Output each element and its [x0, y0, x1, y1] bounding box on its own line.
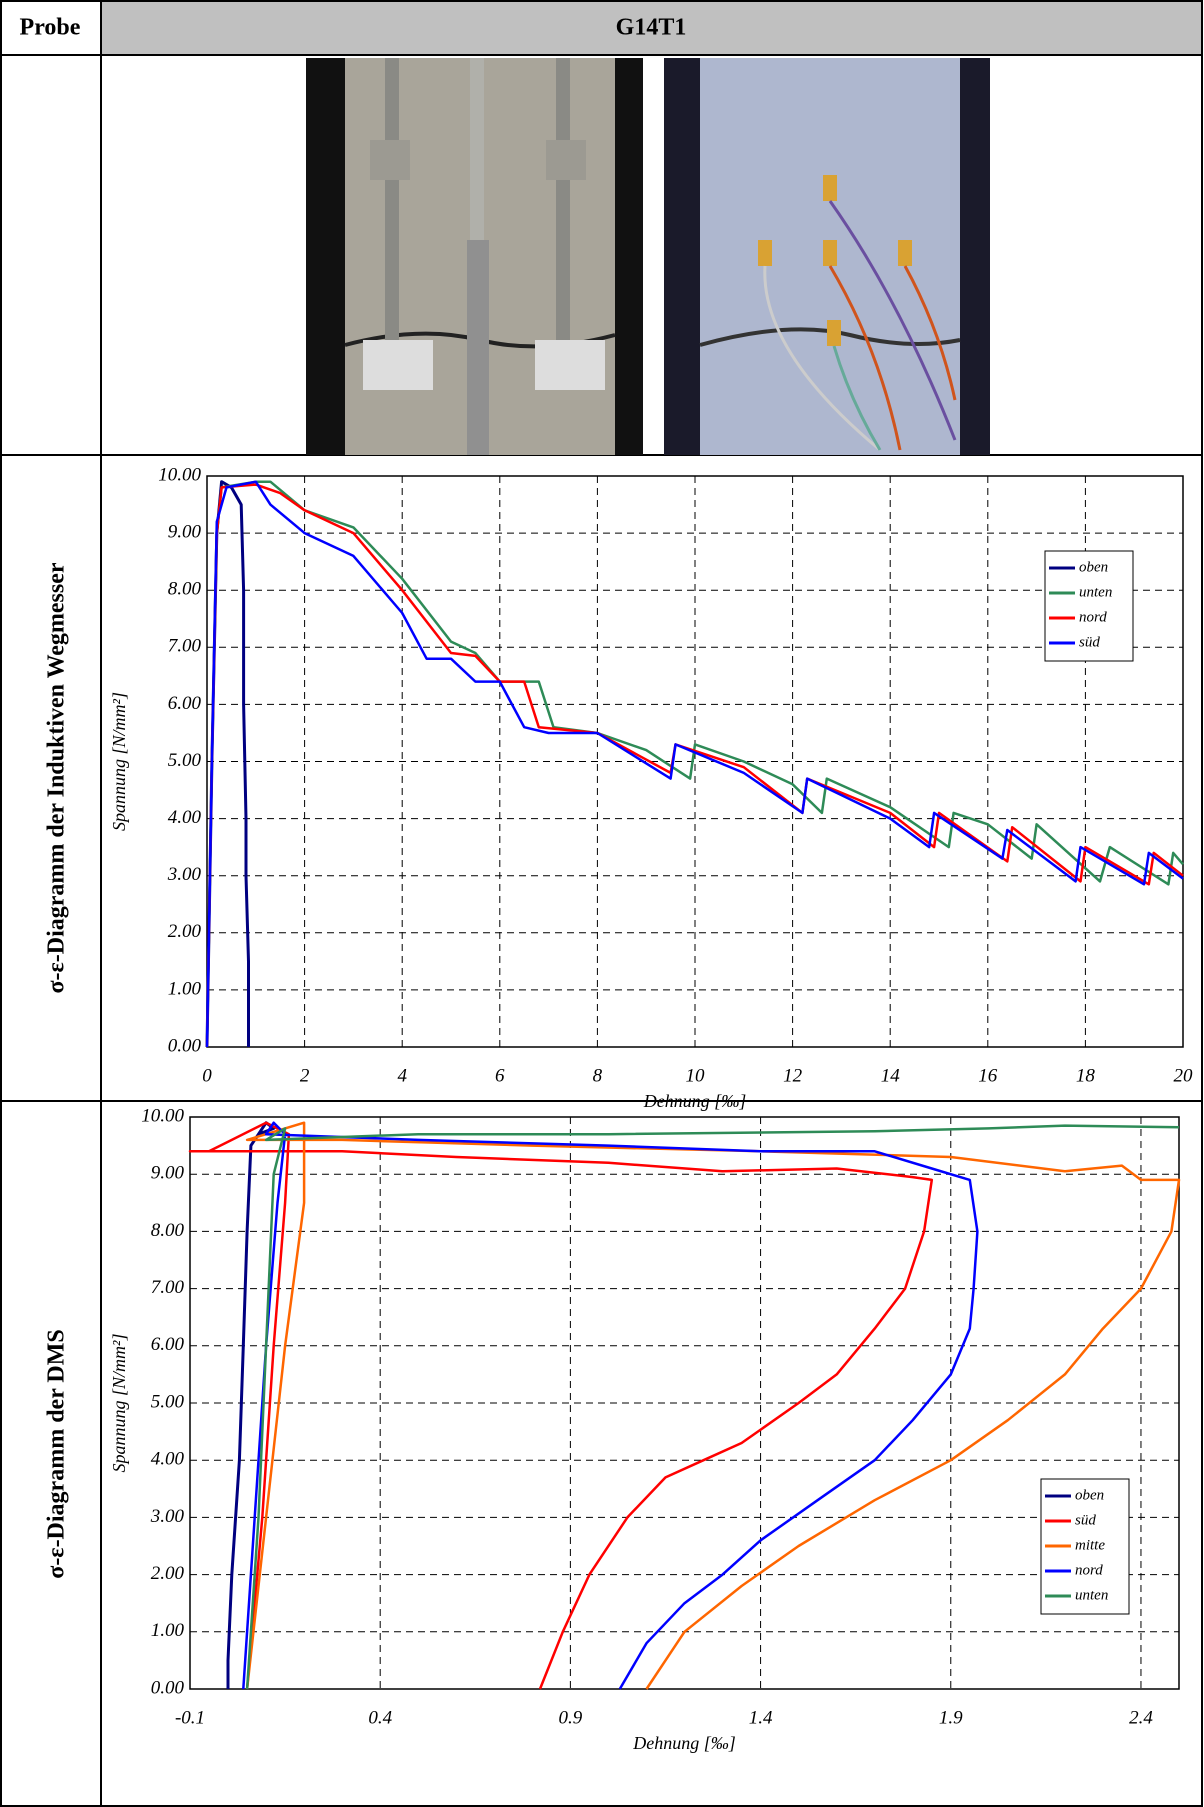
- legend-label: unten: [1075, 1587, 1108, 1603]
- x-tick-label: 2.4: [1129, 1707, 1153, 1728]
- legend-label: süd: [1075, 1512, 1096, 1528]
- x-tick-label: 2: [300, 1065, 310, 1086]
- x-tick-label: 18: [1076, 1065, 1096, 1086]
- legend-label: nord: [1075, 1562, 1103, 1578]
- y-axis-label: Spannung [N/mm²]: [109, 1334, 129, 1473]
- y-tick-label: 10.00: [141, 1105, 184, 1126]
- legend-label: unten: [1079, 584, 1112, 600]
- photo-right: [664, 58, 990, 455]
- x-tick-label: 0.4: [368, 1707, 392, 1728]
- x-tick-label: 6: [495, 1065, 505, 1086]
- y-tick-label: 6.00: [168, 693, 202, 714]
- x-tick-label: 0.9: [559, 1707, 583, 1728]
- plot-frame: [206, 475, 1184, 1048]
- y-tick-label: 1.00: [168, 978, 202, 999]
- y-tick-label: 5.00: [151, 1391, 185, 1412]
- legend-label: oben: [1079, 559, 1108, 575]
- x-axis-label: Dehnung [‰]: [643, 1091, 747, 1111]
- photo-left: [306, 58, 643, 455]
- x-tick-label: 8: [593, 1065, 603, 1086]
- y-tick-label: 10.00: [158, 464, 201, 485]
- y-axis-label: Spannung [N/mm²]: [109, 692, 129, 831]
- x-tick-label: 4: [397, 1065, 407, 1086]
- x-tick-label: 20: [1174, 1065, 1194, 1086]
- data-line: [245, 1121, 1181, 1690]
- legend-label: mitte: [1075, 1537, 1105, 1553]
- y-tick-label: 8.00: [151, 1220, 185, 1241]
- data-line: [205, 480, 1184, 1048]
- y-tick-label: 3.00: [150, 1506, 185, 1527]
- legend-label: süd: [1079, 634, 1100, 650]
- y-tick-label: 7.00: [168, 636, 202, 657]
- plot-frame: [189, 1116, 1180, 1690]
- x-axis-label: Dehnung [‰]: [632, 1733, 736, 1753]
- data-line: [205, 483, 1184, 1048]
- data-line: [205, 480, 250, 1048]
- data-line: [242, 1121, 979, 1690]
- x-tick-label: 10: [686, 1065, 706, 1086]
- header-label: Probe: [20, 15, 81, 41]
- y-tick-label: 5.00: [168, 750, 202, 771]
- header-sample: G14T1: [616, 15, 687, 41]
- x-tick-label: 1.9: [939, 1707, 963, 1728]
- legend-label: oben: [1075, 1487, 1104, 1503]
- y-tick-label: 4.00: [168, 807, 202, 828]
- x-tick-label: 16: [978, 1065, 998, 1086]
- y-tick-label: 1.00: [151, 1620, 185, 1641]
- header-cell: [101, 1, 1202, 55]
- row-label: σ-ε-Diagramm der DMS: [44, 1329, 70, 1578]
- data-line: [226, 1121, 276, 1689]
- data-line: [188, 1121, 934, 1690]
- y-tick-label: 7.00: [151, 1277, 185, 1298]
- y-tick-label: 3.00: [167, 864, 202, 885]
- y-tick-label: 4.00: [151, 1449, 185, 1470]
- data-line: [245, 1124, 1180, 1690]
- x-tick-label: 12: [783, 1065, 803, 1086]
- y-tick-label: 0.00: [151, 1677, 185, 1698]
- y-tick-label: 9.00: [151, 1163, 185, 1184]
- y-tick-label: 2.00: [151, 1563, 185, 1584]
- data-line: [205, 480, 1184, 1048]
- row-label: σ-ε-Diagramm der Induktiven Wegmesser: [44, 562, 70, 993]
- x-tick-label: 14: [881, 1065, 901, 1086]
- legend-label: nord: [1079, 609, 1107, 625]
- y-tick-label: 0.00: [168, 1035, 202, 1056]
- y-tick-label: 6.00: [151, 1334, 185, 1355]
- x-tick-label: -0.1: [175, 1707, 205, 1728]
- x-tick-label: 0: [202, 1065, 212, 1086]
- y-tick-label: 2.00: [168, 921, 202, 942]
- y-tick-label: 9.00: [168, 521, 202, 542]
- y-tick-label: 8.00: [168, 579, 202, 600]
- x-tick-label: 1.4: [749, 1707, 773, 1728]
